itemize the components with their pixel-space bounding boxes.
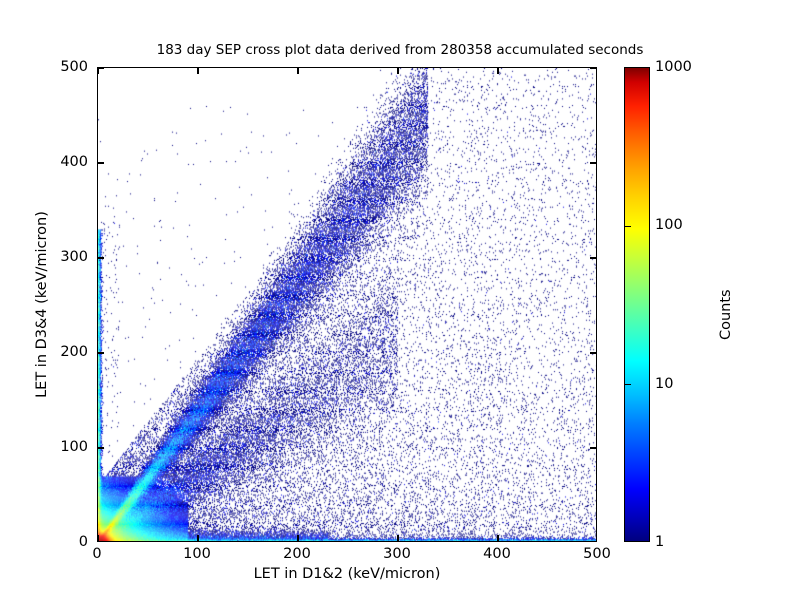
y-tick-right-200 [590,352,596,354]
y-tick-400 [98,162,104,164]
y-tick-right-500 [590,68,596,69]
y-tick-label-400: 400 [60,154,88,170]
x-tick-label-400: 400 [483,546,511,562]
x-tick-top-0 [98,68,99,74]
x-tick-label-100: 100 [183,546,211,562]
x-tick-label-300: 300 [383,546,411,562]
colorbar-tick-label-1: 1 [655,534,665,550]
y-tick-200 [98,352,104,354]
y-tick-right-300 [590,257,596,259]
y-tick-label-100: 100 [60,439,88,455]
y-tick-label-300: 300 [60,249,88,265]
y-tick-100 [98,447,104,449]
colorbar-tick-100 [625,225,631,227]
y-tick-right-100 [590,447,596,449]
plot-area [97,67,597,542]
y-tick-300 [98,257,104,259]
x-tick-top-200 [297,68,299,74]
colorbar-tick-10 [625,384,631,386]
chart-title-line-1: 183 day SEP cross plot data derived from… [156,42,644,58]
y-axis-label: LET in D3&4 (keV/micron) [34,211,50,398]
x-tick-label-200: 200 [283,546,311,562]
colorbar-label: Counts [718,289,734,340]
colorbar-tick-label-100: 100 [655,217,683,234]
colorbar-tick-label-1000: 1000 [655,59,692,75]
y-tick-label-200: 200 [60,344,88,360]
x-tick-400 [497,535,499,541]
x-tick-label-500: 500 [583,546,611,562]
colorbar-tick-label-10: 10 [655,375,674,392]
y-tick-label-0: 0 [78,534,88,550]
x-tick-200 [297,535,299,541]
x-tick-300 [397,535,399,541]
y-tick-right-400 [590,162,596,164]
x-tick-top-100 [197,68,199,74]
y-tick-label-500: 500 [60,59,88,75]
x-axis-label: LET in D1&2 (keV/micron) [253,566,441,582]
x-tick-top-400 [497,68,499,74]
x-tick-100 [197,535,199,541]
y-tick-500 [98,68,104,69]
density-scatter-plot [98,68,596,541]
x-tick-top-300 [397,68,399,74]
x-tick-label-0: 0 [92,546,102,562]
x-tick-0 [98,535,99,541]
colorbar [624,67,650,542]
